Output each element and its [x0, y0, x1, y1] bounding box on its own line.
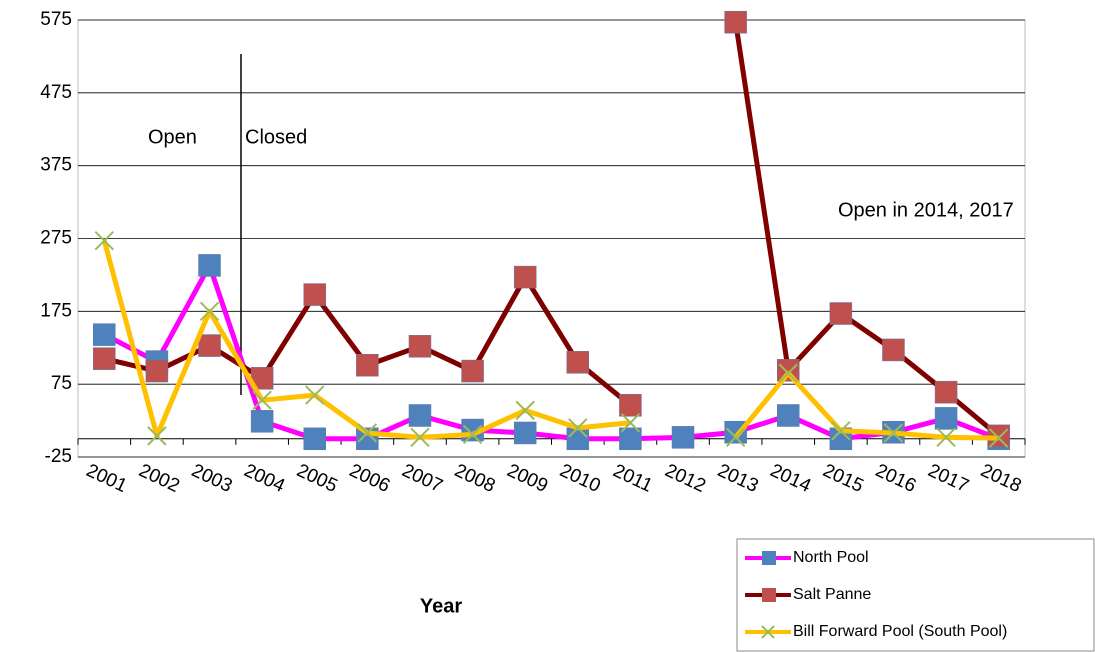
- marker: [408, 335, 432, 358]
- marker: [408, 404, 432, 427]
- annotation: Open: [148, 126, 197, 148]
- marker: [513, 265, 537, 289]
- x-tick-label: 2005: [293, 460, 340, 497]
- annotation: Open in 2014, 2017: [838, 199, 1014, 221]
- x-axis-label: Year: [420, 595, 462, 617]
- x-tick-label: 2006: [346, 460, 393, 497]
- marker: [883, 423, 904, 443]
- x-tick-label: 2010: [556, 460, 603, 497]
- marker: [619, 427, 642, 451]
- series-line: [103, 262, 1000, 442]
- y-tick-label: 475: [40, 82, 72, 103]
- legend-marker: [762, 551, 776, 565]
- marker: [619, 394, 642, 417]
- marker: [724, 10, 747, 34]
- x-tick-label: 2017: [925, 460, 972, 497]
- marker: [461, 359, 484, 383]
- marker: [934, 407, 958, 430]
- annotation: Closed: [245, 126, 307, 148]
- marker: [620, 413, 641, 433]
- legend-label: Bill Forward Pool (South Pool): [793, 623, 1007, 640]
- x-tick-label: 2012: [662, 460, 709, 497]
- series-line: [103, 21, 1001, 438]
- marker: [671, 426, 695, 449]
- marker: [829, 302, 853, 325]
- x-tick-label: 2002: [136, 460, 183, 497]
- x-tick-label: 2008: [451, 460, 498, 497]
- x-tick-label: 2003: [188, 460, 235, 497]
- marker: [882, 338, 905, 362]
- x-tick-label: 2011: [610, 460, 656, 496]
- marker: [566, 351, 590, 374]
- marker: [250, 410, 274, 433]
- marker: [568, 418, 588, 438]
- marker: [305, 385, 325, 405]
- x-tick-label: 2014: [767, 460, 815, 497]
- x-tick-label: 2016: [872, 460, 919, 497]
- legend-marker: [761, 625, 775, 639]
- x-tick-label: 2013: [714, 460, 761, 497]
- legend-box: [736, 538, 1095, 652]
- x-tick-label: 2009: [504, 460, 551, 497]
- x-tick-label: 2004: [241, 460, 289, 497]
- marker: [778, 363, 798, 383]
- marker: [462, 424, 483, 445]
- marker: [198, 254, 221, 277]
- marker: [147, 426, 167, 446]
- marker: [252, 390, 272, 410]
- marker: [515, 400, 535, 421]
- y-tick-label: 375: [40, 155, 72, 176]
- series-line: [101, 240, 999, 441]
- marker: [303, 427, 326, 451]
- marker: [566, 427, 590, 451]
- marker: [513, 421, 537, 445]
- marker: [410, 427, 430, 448]
- legend-label: North Pool: [793, 549, 869, 566]
- marker: [303, 283, 326, 306]
- y-tick-label: 175: [40, 300, 72, 321]
- x-tick-label: 2015: [819, 460, 866, 497]
- y-tick-label: 275: [40, 228, 72, 249]
- legend-marker: [762, 588, 776, 602]
- marker: [198, 334, 221, 357]
- marker: [777, 404, 800, 427]
- marker: [725, 427, 746, 448]
- x-tick-label: 2001: [83, 460, 130, 497]
- marker: [831, 421, 851, 441]
- y-tick-label: 75: [51, 373, 72, 394]
- marker: [94, 230, 115, 251]
- marker: [199, 301, 220, 322]
- marker: [93, 323, 116, 346]
- marker: [934, 380, 958, 404]
- x-tick-label: 2007: [399, 460, 446, 497]
- marker: [356, 353, 379, 377]
- marker: [936, 427, 956, 448]
- marker: [357, 423, 378, 443]
- marker: [145, 359, 169, 383]
- y-tick-label: -25: [45, 446, 72, 467]
- marker: [93, 347, 116, 370]
- y-tick-label: 575: [40, 9, 72, 30]
- x-tick-label: 2018: [977, 460, 1024, 497]
- legend-label: Salt Panne: [793, 586, 871, 603]
- marker: [988, 428, 1009, 448]
